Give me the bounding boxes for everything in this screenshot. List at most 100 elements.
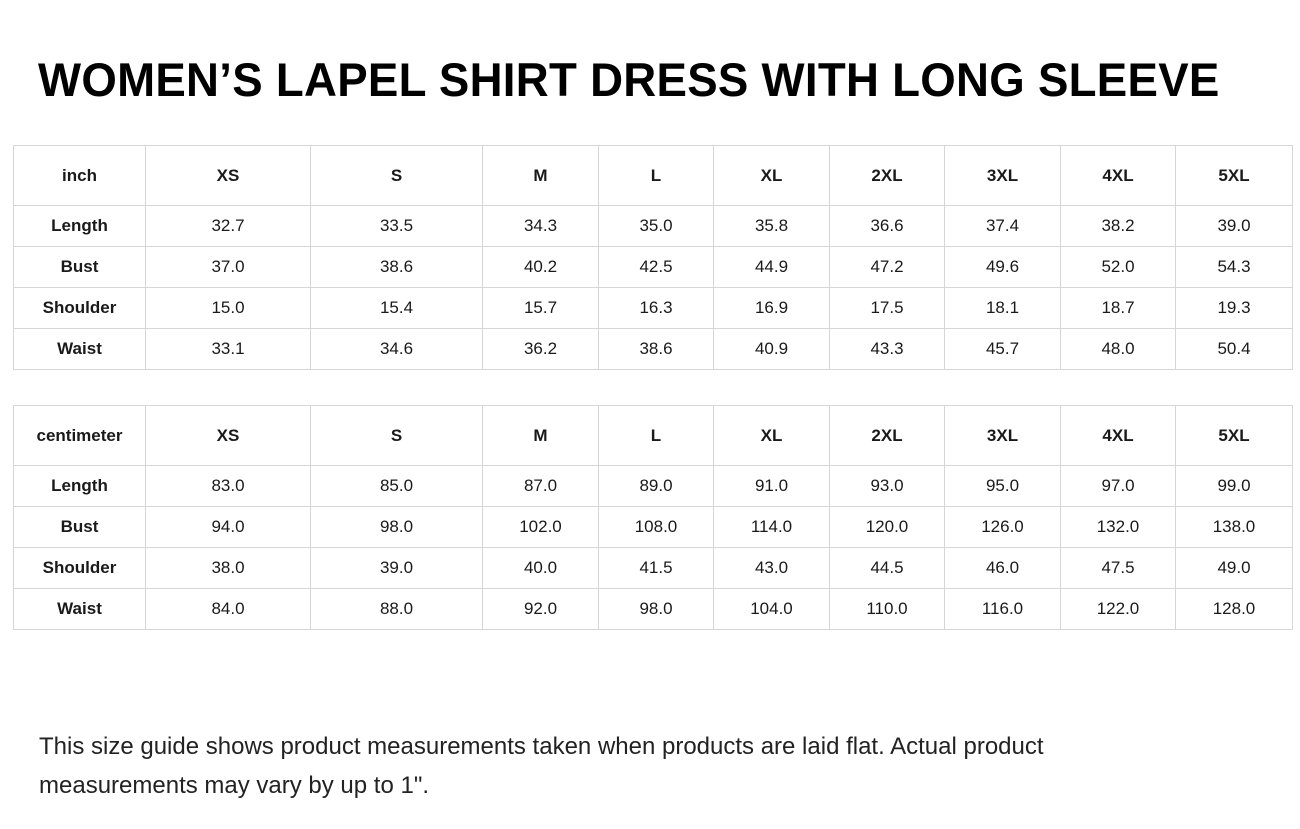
measurement-cell: 34.6 [310, 328, 483, 370]
measurement-cell: 120.0 [829, 506, 945, 548]
measurement-cell: 15.0 [145, 287, 311, 329]
measurement-cell: 87.0 [482, 465, 599, 507]
size-header: XL [713, 145, 830, 206]
measurement-cell: 38.2 [1060, 205, 1176, 247]
measurement-cell: 83.0 [145, 465, 311, 507]
measurement-cell: 18.1 [944, 287, 1061, 329]
table-header-row: centimeter XS S M L XL 2XL 3XL 4XL 5XL [13, 405, 1293, 466]
measurement-cell: 16.3 [598, 287, 714, 329]
table-row: Length 32.7 33.5 34.3 35.0 35.8 36.6 37.4 38.2 39… [13, 205, 1293, 247]
size-header: 3XL [944, 145, 1061, 206]
measurement-cell: 95.0 [944, 465, 1061, 507]
measurement-cell: 92.0 [482, 588, 599, 630]
measurement-cell: 102.0 [482, 506, 599, 548]
measurement-cell: 42.5 [598, 246, 714, 288]
row-label: Waist [13, 588, 146, 630]
measurement-cell: 38.0 [145, 547, 311, 589]
measurement-cell: 33.5 [310, 205, 483, 247]
table-row: Waist 84.0 88.0 92.0 98.0 104.0 110.0 116.0 122.… [13, 588, 1293, 630]
measurement-cell: 126.0 [944, 506, 1061, 548]
size-header: XS [145, 145, 311, 206]
row-label: Length [13, 465, 146, 507]
table-row: Shoulder 15.0 15.4 15.7 16.3 16.9 17.5 18.1 18.7… [13, 287, 1293, 329]
measurement-cell: 99.0 [1175, 465, 1293, 507]
measurement-cell: 89.0 [598, 465, 714, 507]
measurement-cell: 98.0 [598, 588, 714, 630]
measurement-cell: 15.7 [482, 287, 599, 329]
measurement-cell: 44.9 [713, 246, 830, 288]
row-label: Shoulder [13, 287, 146, 329]
measurement-cell: 85.0 [310, 465, 483, 507]
measurement-cell: 104.0 [713, 588, 830, 630]
size-header: S [310, 145, 483, 206]
measurement-cell: 32.7 [145, 205, 311, 247]
measurement-cell: 48.0 [1060, 328, 1176, 370]
table-row: Length 83.0 85.0 87.0 89.0 91.0 93.0 95.0 97.0 99… [13, 465, 1293, 507]
measurement-cell: 39.0 [310, 547, 483, 589]
measurement-cell: 37.0 [145, 246, 311, 288]
measurement-cell: 15.4 [310, 287, 483, 329]
size-header: 4XL [1060, 405, 1176, 466]
measurement-cell: 40.9 [713, 328, 830, 370]
measurement-cell: 33.1 [145, 328, 311, 370]
measurement-cell: 39.0 [1175, 205, 1293, 247]
measurement-cell: 54.3 [1175, 246, 1293, 288]
table-header-row: inch XS S M L XL 2XL 3XL 4XL 5XL [13, 145, 1293, 206]
measurement-cell: 93.0 [829, 465, 945, 507]
measurement-cell: 94.0 [145, 506, 311, 548]
measurement-cell: 128.0 [1175, 588, 1293, 630]
row-label: Bust [13, 246, 146, 288]
measurement-cell: 88.0 [310, 588, 483, 630]
measurement-cell: 114.0 [713, 506, 830, 548]
table-row: Waist 33.1 34.6 36.2 38.6 40.9 43.3 45.7 48.0 50.… [13, 328, 1293, 370]
row-label: Length [13, 205, 146, 247]
size-header: 2XL [829, 405, 945, 466]
size-table-inch: inch XS S M L XL 2XL 3XL 4XL 5XL Length 32.7 33.5 34.… [13, 145, 1293, 370]
size-header: 5XL [1175, 145, 1293, 206]
measurement-cell: 38.6 [598, 328, 714, 370]
measurement-cell: 45.7 [944, 328, 1061, 370]
size-header: 4XL [1060, 145, 1176, 206]
size-header: 3XL [944, 405, 1061, 466]
table-row: Shoulder 38.0 39.0 40.0 41.5 43.0 44.5 46.0 47.5… [13, 547, 1293, 589]
measurement-cell: 122.0 [1060, 588, 1176, 630]
measurement-cell: 43.0 [713, 547, 830, 589]
size-header: 5XL [1175, 405, 1293, 466]
size-header: L [598, 405, 714, 466]
size-guide-note: This size guide shows product measuremen… [39, 733, 1044, 799]
measurement-cell: 132.0 [1060, 506, 1176, 548]
measurement-cell: 49.0 [1175, 547, 1293, 589]
unit-header: centimeter [13, 405, 146, 466]
measurement-cell: 138.0 [1175, 506, 1293, 548]
page-title: WOMEN’S LAPEL SHIRT DRESS WITH LONG SLEE… [38, 53, 1220, 106]
table-row: Bust 37.0 38.6 40.2 42.5 44.9 47.2 49.6 52.0 54.3 [13, 246, 1293, 288]
measurement-cell: 47.2 [829, 246, 945, 288]
measurement-cell: 110.0 [829, 588, 945, 630]
measurement-cell: 41.5 [598, 547, 714, 589]
row-label: Bust [13, 506, 146, 548]
measurement-cell: 40.2 [482, 246, 599, 288]
size-header: XS [145, 405, 311, 466]
size-header: M [482, 145, 599, 206]
measurement-cell: 38.6 [310, 246, 483, 288]
measurement-cell: 40.0 [482, 547, 599, 589]
measurement-cell: 91.0 [713, 465, 830, 507]
table-row: Bust 94.0 98.0 102.0 108.0 114.0 120.0 126.0 132… [13, 506, 1293, 548]
measurement-cell: 49.6 [944, 246, 1061, 288]
measurement-cell: 35.0 [598, 205, 714, 247]
unit-header: inch [13, 145, 146, 206]
measurement-cell: 19.3 [1175, 287, 1293, 329]
measurement-cell: 17.5 [829, 287, 945, 329]
row-label: Waist [13, 328, 146, 370]
size-header: L [598, 145, 714, 206]
measurement-cell: 116.0 [944, 588, 1061, 630]
measurement-cell: 52.0 [1060, 246, 1176, 288]
measurement-cell: 46.0 [944, 547, 1061, 589]
measurement-cell: 35.8 [713, 205, 830, 247]
measurement-cell: 84.0 [145, 588, 311, 630]
size-header: S [310, 405, 483, 466]
measurement-cell: 36.6 [829, 205, 945, 247]
measurement-cell: 108.0 [598, 506, 714, 548]
size-header: M [482, 405, 599, 466]
row-label: Shoulder [13, 547, 146, 589]
